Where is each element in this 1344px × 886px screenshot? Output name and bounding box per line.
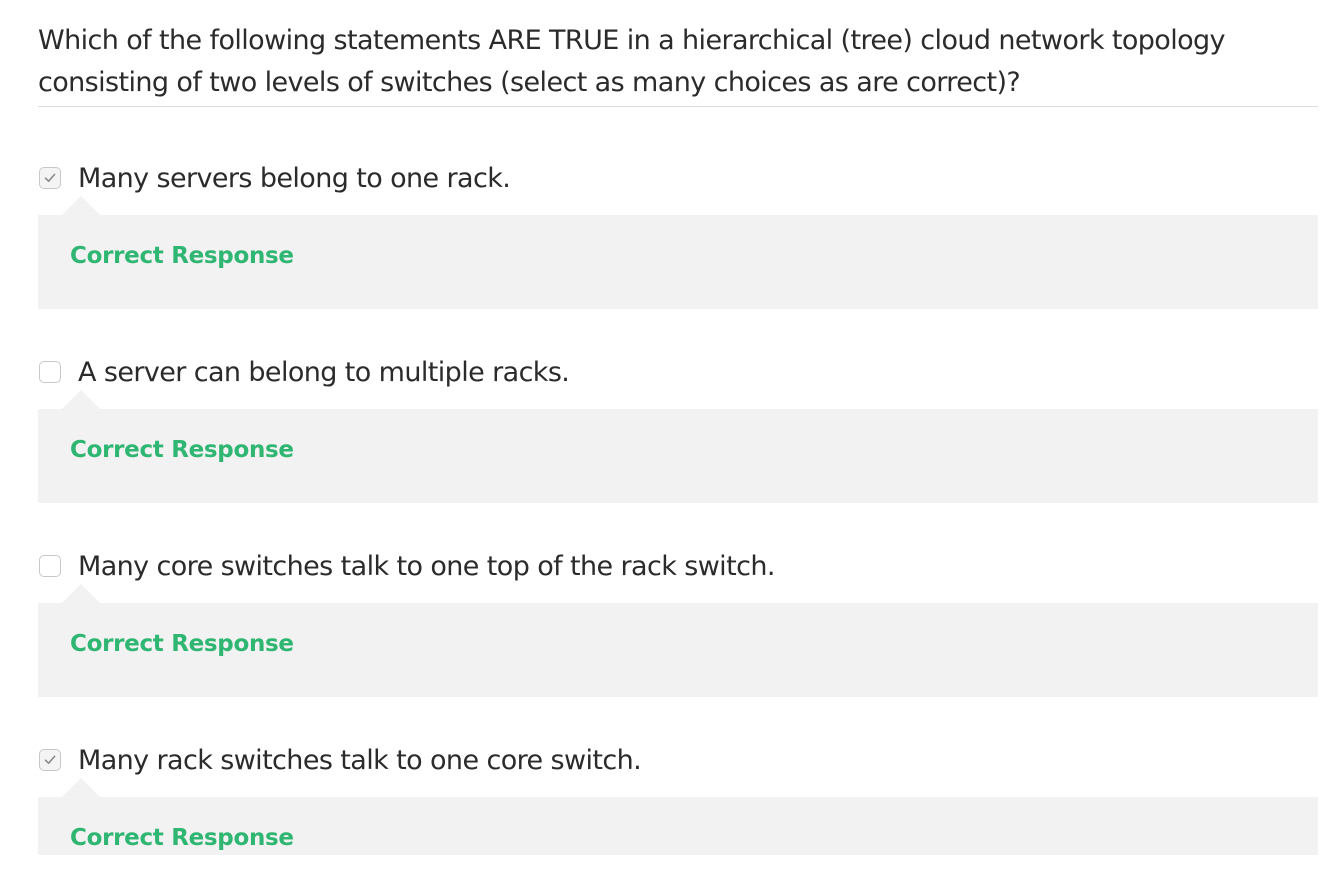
checkmark-icon: [44, 173, 56, 182]
option-label: A server can belong to multiple racks.: [78, 356, 570, 388]
feedback-panel: Correct Response: [38, 196, 1318, 309]
answer-option-3: Many core switches talk to one top of th…: [38, 546, 1318, 697]
answer-option-1: Many servers belong to one rack. Correct…: [38, 158, 1318, 309]
feedback-correct-response: Correct Response: [70, 243, 294, 269]
feedback-correct-response: Correct Response: [70, 437, 294, 463]
option-row[interactable]: Many rack switches talk to one core swit…: [38, 740, 1318, 780]
feedback-correct-response: Correct Response: [70, 825, 294, 851]
viewport-bottom-edge: [0, 855, 1344, 886]
question-line-2: consisting of two levels of switches (se…: [38, 67, 1021, 98]
option-row[interactable]: Many servers belong to one rack.: [38, 158, 1318, 198]
question-line-1: Which of the following statements ARE TR…: [38, 25, 1226, 56]
checkbox-option-4[interactable]: [39, 749, 61, 771]
option-label: Many rack switches talk to one core swit…: [78, 744, 642, 776]
checkmark-icon: [44, 755, 56, 764]
checkbox-option-1[interactable]: [39, 167, 61, 189]
option-row[interactable]: A server can belong to multiple racks.: [38, 352, 1318, 392]
feedback-correct-response: Correct Response: [70, 631, 294, 657]
answer-option-2: A server can belong to multiple racks. C…: [38, 352, 1318, 503]
checkbox-option-2[interactable]: [39, 361, 61, 383]
question-text: Which of the following statements ARE TR…: [38, 20, 1318, 107]
feedback-panel: Correct Response: [38, 390, 1318, 503]
option-label: Many servers belong to one rack.: [78, 162, 511, 194]
option-label: Many core switches talk to one top of th…: [78, 550, 775, 582]
feedback-panel: Correct Response: [38, 584, 1318, 697]
option-row[interactable]: Many core switches talk to one top of th…: [38, 546, 1318, 586]
checkbox-option-3[interactable]: [39, 555, 61, 577]
